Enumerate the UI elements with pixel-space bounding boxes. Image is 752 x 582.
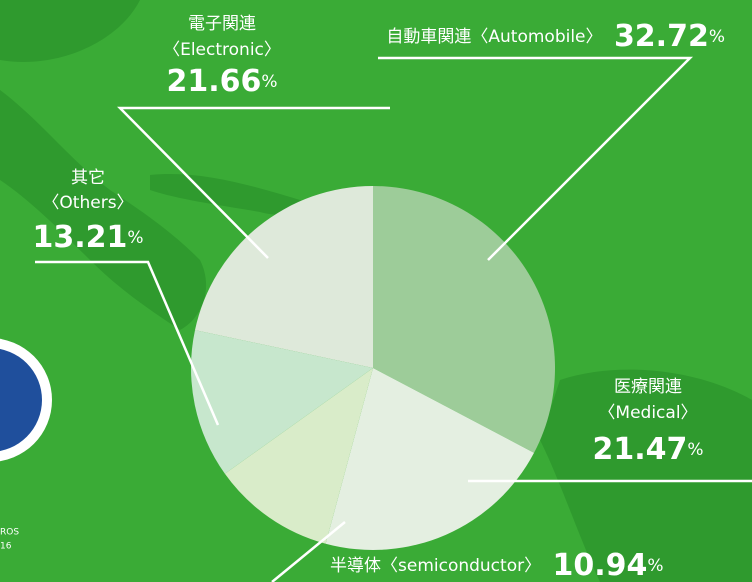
category-name-en: 〈Electronic〉 bbox=[163, 40, 281, 60]
leader-line bbox=[378, 56, 694, 261]
category-name-en: 〈Automobile〉 bbox=[471, 27, 602, 47]
slice-label: 半導体〈semiconductor〉 10.94% bbox=[330, 548, 664, 582]
slice-label: 其它 bbox=[71, 168, 105, 188]
value-label: 21.47 bbox=[592, 432, 687, 467]
slice-label: 13.21% bbox=[32, 220, 143, 255]
leader-line bbox=[271, 521, 346, 582]
value-label: 21.66 bbox=[166, 64, 261, 99]
category-name-en: 〈Medical〉 bbox=[598, 403, 697, 423]
value-unit: % bbox=[647, 556, 663, 576]
value-label: 10.94 bbox=[553, 548, 648, 582]
category-name: 半導体 bbox=[330, 556, 381, 576]
slice-label: 21.66% bbox=[166, 64, 277, 99]
slice-label: 電子関連 bbox=[188, 14, 256, 34]
value-unit: % bbox=[261, 72, 277, 92]
slice-label: 21.47% bbox=[592, 432, 703, 467]
value-unit: % bbox=[709, 27, 725, 47]
slice-label: 自動車関連〈Automobile〉 32.72% bbox=[386, 19, 725, 54]
leader-line bbox=[117, 106, 390, 259]
category-name: 電子関連 bbox=[188, 14, 256, 34]
value-unit: % bbox=[687, 440, 703, 460]
slice-label: 〈Medical〉 bbox=[598, 403, 697, 423]
badge-text: 16 bbox=[0, 542, 12, 552]
badge-core bbox=[0, 348, 42, 452]
pie-slice bbox=[191, 330, 373, 474]
pie-slice bbox=[194, 186, 373, 368]
slice-label: 〈Electronic〉 bbox=[163, 40, 281, 60]
slice-label: 医療関連 bbox=[614, 377, 682, 397]
badge-text: ROS bbox=[0, 528, 19, 538]
pie-slice bbox=[224, 368, 373, 544]
category-name-en: 〈Others〉 bbox=[42, 193, 133, 213]
category-name: 自動車関連 bbox=[386, 27, 471, 47]
category-name: 医療関連 bbox=[614, 377, 682, 397]
pie-slice bbox=[325, 368, 535, 550]
value-label: 13.21 bbox=[32, 220, 127, 255]
slice-label: 〈Others〉 bbox=[42, 193, 133, 213]
value-unit: % bbox=[127, 228, 143, 248]
pie-slice bbox=[373, 186, 555, 453]
category-name-en: 〈semiconductor〉 bbox=[381, 556, 541, 576]
badge: ROS 16 bbox=[0, 338, 52, 552]
leader-line bbox=[35, 260, 220, 426]
value-label: 32.72 bbox=[614, 19, 709, 54]
category-name: 其它 bbox=[71, 168, 105, 188]
